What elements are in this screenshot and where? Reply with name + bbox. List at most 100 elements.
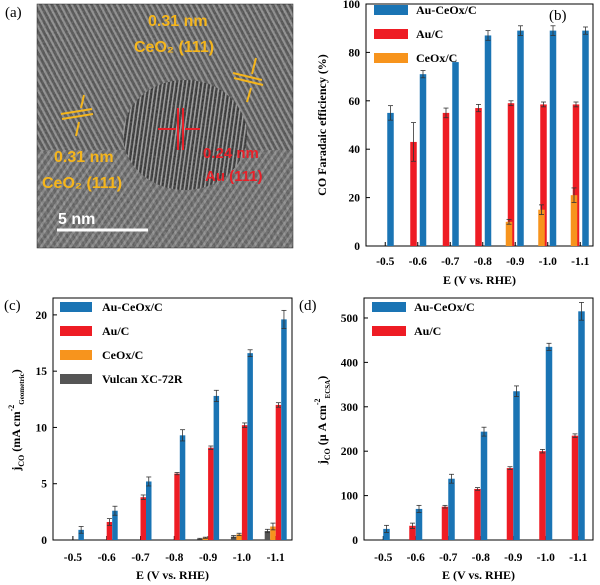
x-tick-label: -0.7 [441,256,459,268]
bar [582,30,589,247]
bar [480,431,488,540]
y-tick-label: 40 [349,144,361,156]
bar [572,104,580,247]
x-tick-label: -0.5 [374,552,392,564]
x-tick-label: -0.6 [98,552,116,564]
ceo2-left-spacing-label: 0.31 nm [54,149,114,166]
bar [281,319,287,540]
bar [570,195,578,246]
y-axis-title-end: ) [315,376,329,380]
bar [415,508,423,540]
bar [513,391,520,540]
panel-label-a: (a) [5,5,22,21]
legend-label: Au-CeOx/C [414,300,475,314]
bar [410,141,417,246]
bar [505,221,513,246]
y-tick-label: 80 [349,47,361,59]
tem-image [37,4,293,248]
y-tick-label: 5 [41,479,47,491]
legend-label: CeOx/C [416,51,457,65]
bar [230,536,237,540]
chart-geometric-current-density: 0 5 10 15 20 -0.5 -0.6 -0.7 -0.8 -0.9 -1.0 -1.1 E (V… [7,297,293,582]
bar [517,30,524,247]
bar [202,537,209,540]
y-tick-label: 15 [36,366,48,378]
legend-label: Au/C [416,27,443,41]
au-spacing-label: 0.24 nm [203,145,259,162]
bar [538,209,545,246]
bar [545,346,553,540]
legend-label: Au-CeOx/C [416,3,477,17]
bar [578,311,585,540]
y-axis-title-sub: CO [323,448,332,460]
x-tick-label: -0.8 [165,552,183,564]
y-tick-label: 300 [341,402,359,414]
bar [452,62,459,246]
bar [146,481,152,540]
y-axis-title-sub: CO [17,455,26,467]
y-axis-title: jCO (μ A cm-2ECSA) [313,376,332,465]
x-tick-label: -0.9 [506,256,524,268]
bar [78,529,84,540]
legend-label: Vulcan XC-72R [102,372,183,386]
bar [208,447,214,540]
bar [549,30,557,247]
x-axis-title: E (V vs. RHE) [442,568,515,582]
bar [387,112,394,247]
bar [247,353,253,540]
chart-ecsa-current-density: 0 100 200 300 400 500 -0.5 -0.6 -0.7 -0.8 -0.9 -1.0… [313,297,594,582]
bar [241,425,248,540]
x-tick-label: -1.0 [233,552,251,564]
x-tick-label: -1.1 [267,552,285,564]
legend-swatch [374,53,408,63]
bar [507,103,515,246]
legend-swatch [60,350,92,360]
x-tick-label: -0.8 [472,552,490,564]
legend-swatch [374,5,408,15]
legend-swatch [60,302,92,312]
bar [264,530,271,540]
y-axis-title-main: j [9,467,23,472]
chart-faradaic-efficiency: 0 20 40 60 80 100 -0.5 -0.6 -0.7 -0.8 -0.9 -1.0 -1.1… [315,0,594,287]
panel-label-c: (c) [4,298,21,314]
x-tick-label: -1.1 [571,256,589,268]
ceo2-top-plane-label: CeO₂ (111) [134,39,214,56]
legend-swatch [372,326,406,336]
ceo2-top-spacing-label: 0.31 nm [148,13,208,30]
bar [571,435,579,540]
ceo2-left-plane-label: CeO₂ (111) [42,175,122,192]
bar [174,473,180,540]
bar [419,74,427,247]
tem-markers [57,57,264,232]
y-axis-title-group: CO Faradaic efficiency (%) [315,54,329,196]
y-tick-label: 100 [341,491,359,503]
y-tick-label: 60 [349,96,361,108]
x-tick-label: -0.7 [131,552,149,564]
bar [270,526,276,540]
bar [474,488,481,540]
x-tick-label: -0.8 [474,256,492,268]
bar [506,468,514,540]
bar [409,525,416,540]
y-axis-title-sup: -2 [313,398,322,405]
y-axis-title-end: ) [9,369,23,373]
x-tick-label: -0.5 [64,552,82,564]
y-tick-label: 0 [354,241,360,253]
y-tick-label: 0 [352,535,358,547]
bar [213,395,220,540]
x-tick-label: -0.5 [376,256,394,268]
panel-label-d: (d) [299,298,317,314]
y-axis-title-sub2: Geometric [18,373,26,404]
y-tick-label: 200 [341,446,359,458]
bar [106,521,113,540]
legend-label: CeOx/C [102,348,143,362]
y-axis-title: jCO (mA cm-2Geometric) [7,369,26,471]
y-tick-label: 20 [36,310,48,322]
au-plane-label: Au (111) [205,168,263,185]
y-axis-title-group: jCO (mA cm-2Geometric) [7,369,26,471]
x-tick-label: -0.6 [407,552,425,564]
x-tick-label: -1.0 [537,552,555,564]
legend-swatch [374,29,408,39]
y-tick-label: 10 [36,422,48,434]
tem-annotations: 0.31 nm CeO₂ (111) 0.31 nm CeO₂ (111) 0.… [42,13,263,228]
